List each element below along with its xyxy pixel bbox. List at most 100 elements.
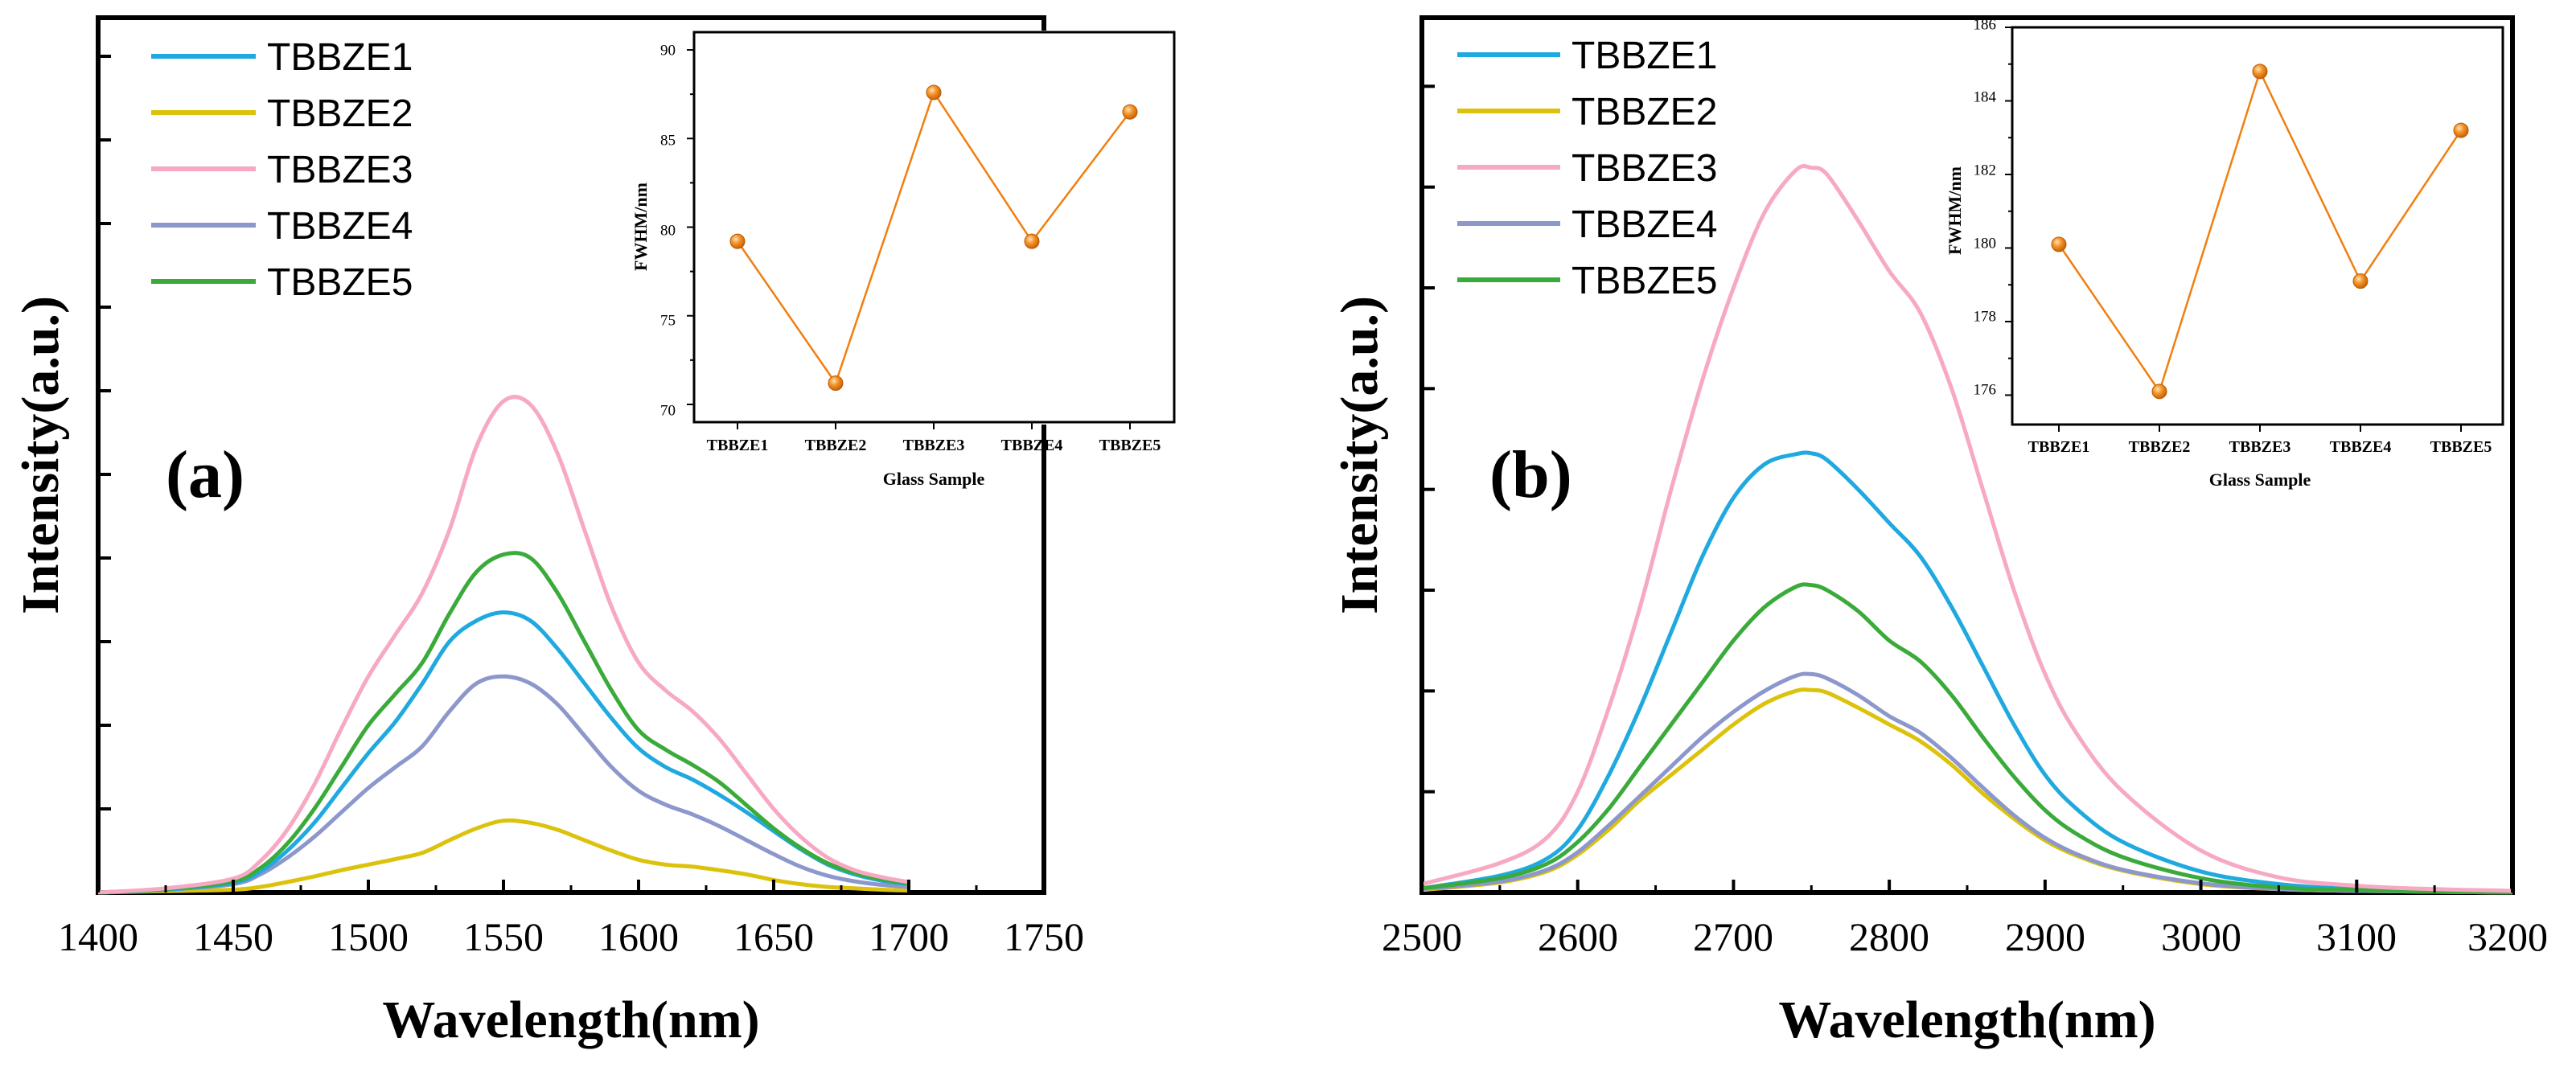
- inset-x-tick-labels: TBBZE1 TBBZE2 TBBZE3 TBBZE4 TBBZE5: [707, 437, 1161, 454]
- inset-y-axis-title: FWHM/nm: [631, 183, 651, 271]
- series-line-tbbze5: [97, 551, 910, 895]
- axis-ticks: [1420, 84, 2514, 892]
- legend-label: TBBZE1: [267, 36, 413, 79]
- x-tick-label: 1400: [58, 914, 138, 959]
- inset-y-tick-label: 75: [660, 312, 676, 329]
- inset-y-tick-label: 90: [660, 42, 676, 59]
- inset-y-tick-label: 178: [1974, 308, 1997, 325]
- legend-label: TBBZE1: [1571, 35, 1717, 77]
- inset-frame: [2011, 26, 2504, 426]
- inset-chart: 176 178 180 182 184 186 TBBZE1 TBBZE2 TB…: [1945, 16, 2506, 490]
- x-tick-label: 2800: [1849, 914, 1929, 959]
- x-tick-label: 1750: [1004, 914, 1084, 959]
- x-tick-label: 1550: [463, 914, 544, 959]
- inset-background: [2009, 26, 2506, 429]
- legend-label: TBBZE3: [1571, 147, 1717, 190]
- inset-y-tick-label: 80: [660, 222, 676, 239]
- x-tick-labels: 1400 1450 1500 1550 1600 1650 1700 1750: [58, 914, 1084, 959]
- inset-x-tick-label: TBBZE3: [2229, 438, 2291, 456]
- x-tick-label: 3100: [2316, 914, 2397, 959]
- inset-y-tick-label: 182: [1974, 162, 1997, 178]
- inset-x-tick-label: TBBZE5: [1099, 437, 1161, 454]
- legend-label: TBBZE4: [1571, 203, 1717, 246]
- y-axis-title: Intensity(a.u.): [11, 296, 70, 614]
- legend-label: TBBZE3: [267, 149, 413, 191]
- inset-ticks: [687, 49, 1131, 429]
- y-axis-title: Intensity(a.u.): [1330, 296, 1389, 614]
- x-tick-label: 1450: [193, 914, 273, 959]
- inset-y-tick-labels: 176 178 180 182 184 186: [1974, 16, 1997, 398]
- inset-y-tick-labels: 70 75 80 85 90: [660, 42, 676, 419]
- inset-data-point: [828, 375, 844, 391]
- x-tick-label: 2700: [1693, 914, 1773, 959]
- inset-x-tick-label: TBBZE4: [2330, 438, 2392, 456]
- inset-x-axis-title: Glass Sample: [883, 469, 985, 489]
- inset-x-tick-label: TBBZE4: [1001, 437, 1063, 454]
- inset-x-tick-label: TBBZE2: [805, 437, 867, 454]
- inset-x-axis-title: Glass Sample: [2209, 470, 2311, 490]
- series-line-tbbze2: [97, 818, 910, 895]
- x-tick-label: 1650: [733, 914, 814, 959]
- inset-marks: [2051, 64, 2469, 400]
- inset-y-tick-label: 186: [1974, 16, 1997, 33]
- inset-data-point: [729, 233, 746, 249]
- series-line-tbbze5: [1421, 582, 2513, 895]
- series-line-tbbze3: [1421, 163, 2513, 893]
- inset-x-tick-label: TBBZE2: [2129, 438, 2191, 456]
- panel-label: (b): [1489, 437, 1572, 512]
- inset-x-tick-label: TBBZE5: [2430, 438, 2492, 456]
- inset-data-point: [2051, 236, 2067, 252]
- series-line-tbbze1: [97, 610, 910, 895]
- x-tick-label: 1500: [328, 914, 409, 959]
- inset-x-tick-label: TBBZE1: [707, 437, 769, 454]
- spectrum-curves: [1421, 163, 2513, 895]
- spectrum-curves: [97, 395, 910, 895]
- inset-x-tick-label: TBBZE3: [903, 437, 965, 454]
- x-axis-title: Wavelength(nm): [1778, 991, 2155, 1049]
- inset-x-tick-label: TBBZE1: [2028, 438, 2090, 456]
- inset-y-tick-label: 176: [1974, 381, 1997, 398]
- panel-a: 1400 1450 1500 1550 1600 1650 1700 1750 …: [11, 15, 1176, 1049]
- inset-data-point: [2352, 273, 2369, 289]
- inset-y-tick-label: 180: [1974, 235, 1997, 252]
- legend-label: TBBZE2: [267, 92, 413, 135]
- x-tick-label: 2600: [1538, 914, 1618, 959]
- inset-data-point: [2252, 64, 2268, 80]
- series-line-tbbze1: [1421, 450, 2513, 894]
- inset-data-point: [2453, 122, 2469, 138]
- series-line-tbbze3: [97, 395, 910, 895]
- inset-data-point: [1024, 233, 1040, 249]
- series-line-tbbze4: [1421, 671, 2513, 895]
- series-line-tbbze2: [1421, 687, 2513, 895]
- legend-label: TBBZE4: [267, 205, 413, 248]
- series-line-tbbze4: [97, 674, 910, 895]
- inset-data-point: [1122, 104, 1138, 120]
- inset-y-tick-label: 70: [660, 402, 676, 419]
- inset-chart: 70 75 80 85 90 TBBZE1 TBBZE2 TBBZE3 TBBZ…: [631, 31, 1176, 489]
- inset-x-tick-labels: TBBZE1 TBBZE2 TBBZE3 TBBZE4 TBBZE5: [2028, 438, 2492, 456]
- panel-label: (a): [166, 437, 244, 512]
- axis-ticks: [97, 55, 1046, 892]
- legend-label: TBBZE5: [1571, 260, 1717, 302]
- inset-y-axis-title: FWHM/nm: [1945, 166, 1965, 255]
- inset-y-tick-label: 85: [660, 132, 676, 149]
- legend-label: TBBZE2: [1571, 91, 1717, 133]
- inset-ticks: [2005, 27, 2462, 432]
- x-tick-label: 3000: [2161, 914, 2241, 959]
- x-tick-label: 2900: [2005, 914, 2085, 959]
- legend: TBBZE1 TBBZE2 TBBZE3 TBBZE4 TBBZE5: [1457, 35, 1717, 302]
- x-tick-label: 3200: [2467, 914, 2548, 959]
- legend-label: TBBZE5: [267, 261, 413, 304]
- x-tick-labels: 2500 2600 2700 2800 2900 3000 3100 3200: [1382, 914, 2548, 959]
- inset-marks: [729, 84, 1138, 391]
- panel-b: 2500 2600 2700 2800 2900 3000 3100 3200 …: [1330, 15, 2548, 1049]
- x-tick-label: 1600: [598, 914, 679, 959]
- inset-data-point: [926, 84, 942, 101]
- x-axis-title: Wavelength(nm): [382, 991, 759, 1049]
- x-tick-label: 1700: [869, 914, 949, 959]
- x-tick-label: 2500: [1382, 914, 1462, 959]
- inset-data-point: [2151, 384, 2167, 400]
- inset-y-tick-label: 184: [1974, 88, 1997, 105]
- legend: TBBZE1 TBBZE2 TBBZE3 TBBZE4 TBBZE5: [151, 36, 413, 304]
